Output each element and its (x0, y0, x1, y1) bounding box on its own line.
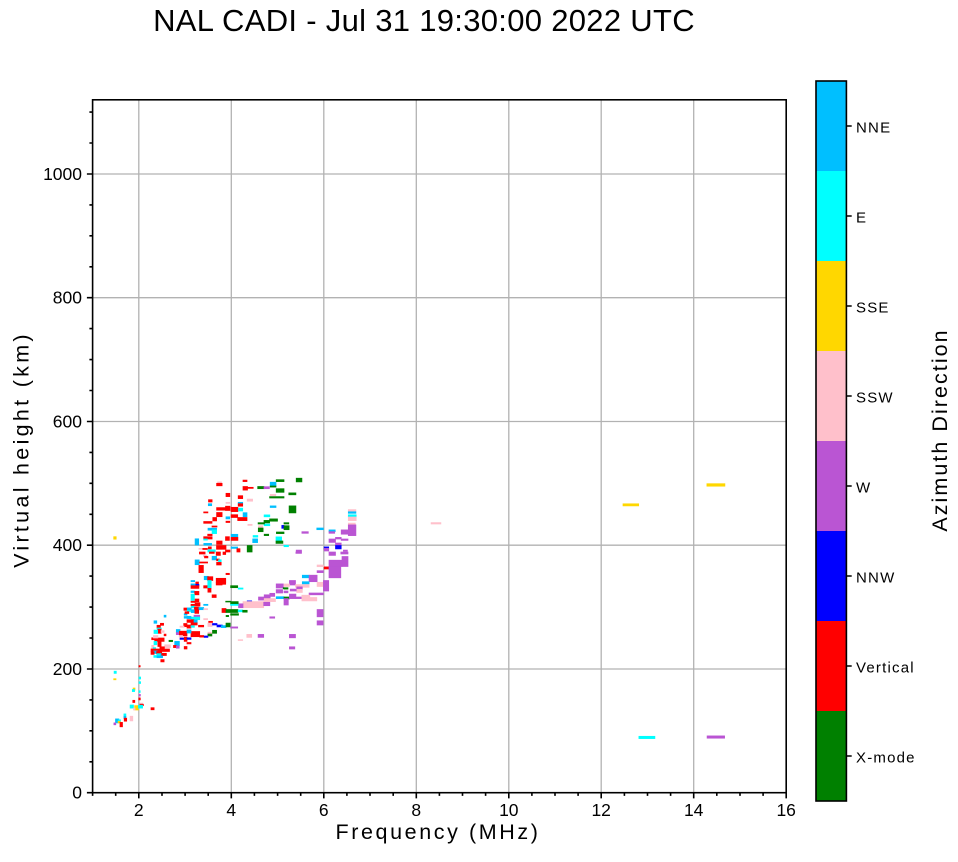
svg-text:NNE: NNE (856, 120, 891, 137)
svg-text:12: 12 (591, 800, 610, 820)
svg-text:1000: 1000 (43, 164, 82, 184)
svg-text:Azimuth Direction: Azimuth Direction (928, 328, 952, 531)
svg-text:W: W (856, 480, 871, 497)
svg-text:16: 16 (776, 800, 795, 820)
svg-text:400: 400 (53, 535, 82, 555)
svg-text:600: 600 (53, 412, 82, 432)
svg-text:SSW: SSW (856, 390, 894, 407)
svg-text:6: 6 (319, 800, 329, 820)
svg-text:NAL CADI - Jul 31 19:30:00 202: NAL CADI - Jul 31 19:30:00 2022 UTC (153, 3, 695, 38)
svg-text:NNW: NNW (856, 570, 895, 587)
svg-text:2: 2 (134, 800, 144, 820)
svg-text:14: 14 (684, 800, 704, 820)
svg-text:SSE: SSE (856, 300, 890, 317)
svg-text:4: 4 (226, 800, 236, 820)
svg-text:200: 200 (53, 659, 82, 679)
svg-text:E: E (856, 210, 867, 227)
svg-text:Frequency (MHz): Frequency (MHz) (335, 820, 540, 844)
svg-text:10: 10 (499, 800, 519, 820)
svg-text:Virtual height (km): Virtual height (km) (10, 331, 34, 568)
svg-text:Vertical: Vertical (856, 660, 915, 677)
svg-text:X-mode: X-mode (856, 750, 916, 767)
svg-text:0: 0 (72, 783, 82, 803)
svg-text:8: 8 (411, 800, 421, 820)
svg-text:800: 800 (53, 288, 82, 308)
